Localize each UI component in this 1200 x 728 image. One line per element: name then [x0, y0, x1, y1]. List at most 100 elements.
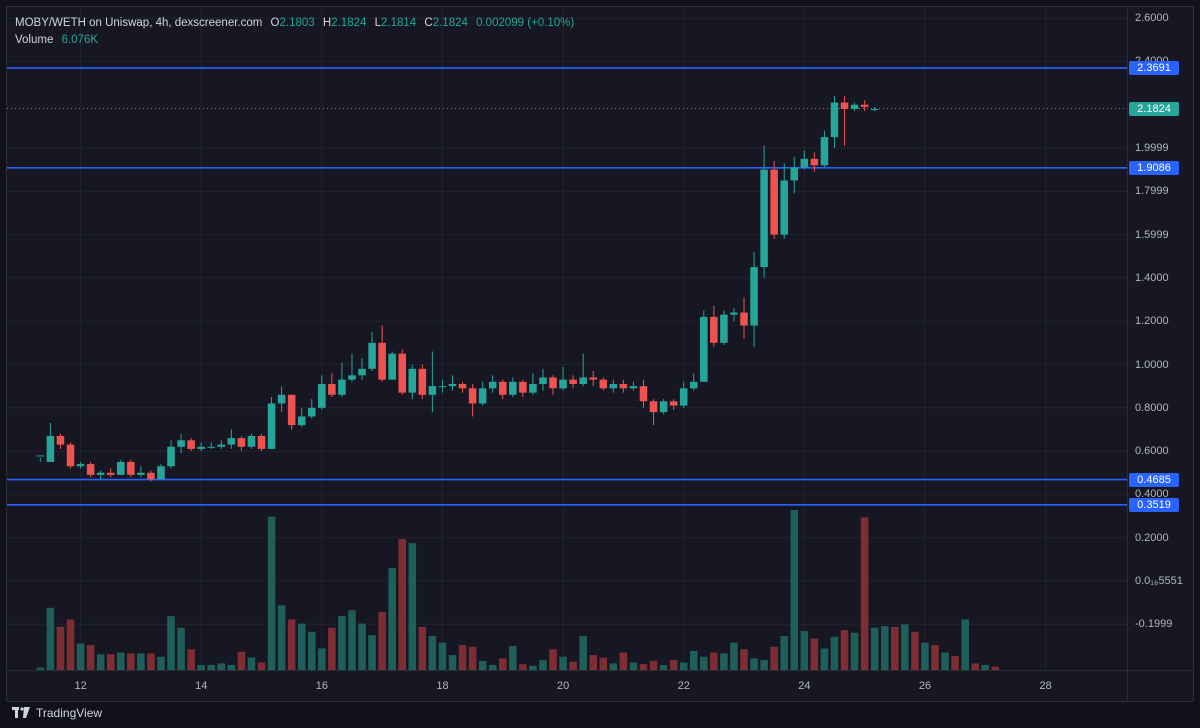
candle-body: [700, 316, 708, 382]
volume-bar: [227, 665, 236, 670]
volume-bars: [36, 510, 1000, 670]
high-value: 2.1824: [331, 17, 367, 29]
volume-bar: [981, 665, 990, 670]
candle-body: [599, 379, 608, 389]
candle-body: [388, 353, 396, 380]
candle-body: [378, 342, 386, 380]
candle-body: [529, 383, 537, 393]
candle-body: [549, 377, 557, 389]
volume-bar: [539, 660, 547, 670]
volume-bar: [287, 619, 296, 670]
price-chart-svg[interactable]: [7, 7, 1193, 701]
volume-bar: [679, 662, 688, 670]
volume-bar: [750, 658, 758, 670]
candle-body: [780, 180, 788, 235]
candle-body: [659, 401, 668, 413]
candle-body: [277, 394, 286, 404]
volume-bar: [348, 610, 356, 670]
volume-bar: [700, 656, 708, 670]
volume-bar: [408, 543, 417, 670]
volume-bar: [649, 660, 658, 670]
candle-body: [448, 383, 457, 387]
volume-bar: [56, 626, 65, 670]
volume-bar: [438, 642, 447, 670]
close-value: 2.1824: [432, 17, 468, 29]
candle-body: [760, 169, 768, 268]
candle-body: [619, 383, 628, 389]
candle-body: [297, 416, 306, 426]
symbol-title[interactable]: MOBY/WETH on Uniswap, 4h, dexscreener.co…: [15, 17, 263, 29]
grid-lines: [7, 7, 1127, 670]
volume-bar: [880, 626, 889, 670]
volume-bar: [659, 665, 668, 670]
horizontal-line-price-tag: 2.3691: [1129, 61, 1179, 76]
candle-body: [197, 446, 205, 449]
candle-body: [589, 377, 598, 380]
horizontal-lines[interactable]: [7, 67, 1127, 506]
candle-body: [438, 386, 447, 388]
candle-body: [639, 386, 648, 402]
candle-body: [207, 446, 216, 448]
volume-bar: [991, 666, 1000, 670]
last-price-tag: 2.1824: [1129, 101, 1179, 116]
candle-body: [106, 472, 115, 475]
volume-bar: [609, 663, 618, 670]
low-label: L: [374, 17, 381, 29]
volume-bar: [870, 627, 879, 670]
candle-body: [147, 472, 155, 480]
open-label: O: [270, 17, 280, 29]
candle-body: [740, 312, 748, 326]
candle-body: [116, 461, 125, 475]
candle-body: [46, 435, 55, 462]
volume-bar: [780, 636, 788, 670]
volume-label[interactable]: Volume: [15, 34, 54, 46]
horizontal-line-price-tag: 1.9086: [1129, 160, 1179, 175]
tradingview-brand[interactable]: TradingView: [36, 706, 103, 720]
volume-bar: [368, 635, 376, 670]
volume-bar: [257, 662, 266, 670]
volume-bar: [599, 657, 608, 670]
volume-bar: [509, 645, 517, 670]
candle-body: [187, 440, 195, 449]
candle-body: [820, 137, 829, 166]
volume-bar: [116, 652, 125, 670]
candle-body: [398, 353, 407, 393]
high-label: H: [322, 17, 332, 29]
price-tick-label: -0.1999: [1135, 618, 1173, 631]
volume-bar: [579, 636, 587, 670]
time-tick-label: 12: [74, 680, 87, 692]
candle-body: [237, 438, 246, 447]
volume-bar: [277, 605, 286, 670]
candle-body: [56, 435, 65, 445]
volume-bar: [820, 648, 829, 670]
volume-bar: [418, 626, 427, 670]
candle-body: [649, 401, 658, 413]
volume-bar: [519, 664, 527, 670]
chart-area[interactable]: MOBY/WETH on Uniswap, 4h, dexscreener.co…: [6, 6, 1194, 702]
volume-bar: [710, 652, 718, 670]
price-tick-label: 0.2000: [1135, 531, 1169, 544]
volume-bar: [157, 656, 165, 670]
volume-bar: [46, 607, 55, 670]
time-tick-label: 24: [798, 680, 811, 692]
candle-body: [850, 104, 859, 110]
volume-bar: [689, 650, 698, 670]
candle-body: [790, 167, 799, 181]
volume-bar: [217, 663, 226, 670]
low-value: 2.1814: [381, 17, 417, 29]
candle-body: [318, 383, 326, 408]
volume-bar: [951, 655, 959, 670]
volume-bar: [891, 626, 899, 670]
candle-body: [579, 377, 587, 384]
volume-bar: [911, 631, 919, 670]
volume-bar: [478, 660, 487, 670]
volume-bar: [106, 654, 115, 670]
candle-body: [509, 381, 517, 395]
candlesticks: [36, 96, 879, 482]
volume-bar: [931, 645, 939, 670]
candle-body: [609, 383, 618, 389]
open-value: 2.1803: [279, 17, 315, 29]
candle-body: [348, 375, 356, 380]
time-tick-label: 14: [195, 680, 208, 692]
volume-bar: [639, 664, 648, 670]
